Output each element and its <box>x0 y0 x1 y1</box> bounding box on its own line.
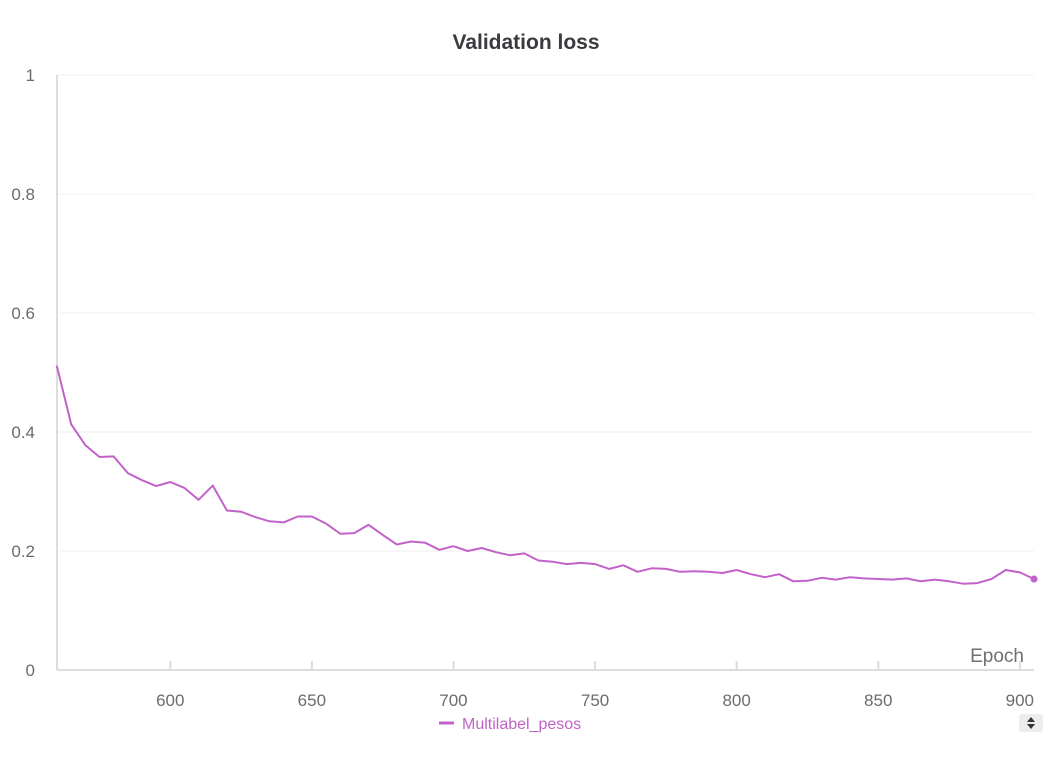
legend[interactable]: Multilabel_pesos <box>439 716 581 733</box>
x-tick-label: 650 <box>298 691 326 710</box>
series-line-multilabel-pesos[interactable] <box>56 365 1035 585</box>
y-tick-label: 0.8 <box>11 185 35 204</box>
y-tick-label: 0.2 <box>11 542 35 561</box>
y-tick-label: 1 <box>26 66 35 85</box>
y-tick-label: 0.4 <box>11 423 35 442</box>
x-tick-label: 600 <box>156 691 184 710</box>
legend-label-multilabel-pesos[interactable]: Multilabel_pesos <box>462 716 581 733</box>
grid-lines <box>57 74 1034 552</box>
series-layer <box>56 365 1038 585</box>
x-axis-label: Epoch <box>970 646 1024 667</box>
x-tick-label: 850 <box>864 691 892 710</box>
x-tick-label: 750 <box>581 691 609 710</box>
up-down-arrows-icon <box>1027 717 1035 729</box>
y-tick-label: 0 <box>26 661 35 680</box>
axes <box>56 75 1034 671</box>
x-axis-ticks: 600 650 700 750 800 850 900 <box>156 661 1034 710</box>
legend-scroll-button[interactable] <box>1019 714 1043 732</box>
chart-title: Validation loss <box>452 31 599 54</box>
x-tick-label: 900 <box>1006 691 1034 710</box>
x-tick-label: 700 <box>439 691 467 710</box>
y-axis-ticks: 0 0.2 0.4 0.6 0.8 1 <box>11 66 35 680</box>
series-end-point[interactable] <box>1030 575 1038 583</box>
x-tick-label: 800 <box>722 691 750 710</box>
y-tick-label: 0.6 <box>11 304 35 323</box>
